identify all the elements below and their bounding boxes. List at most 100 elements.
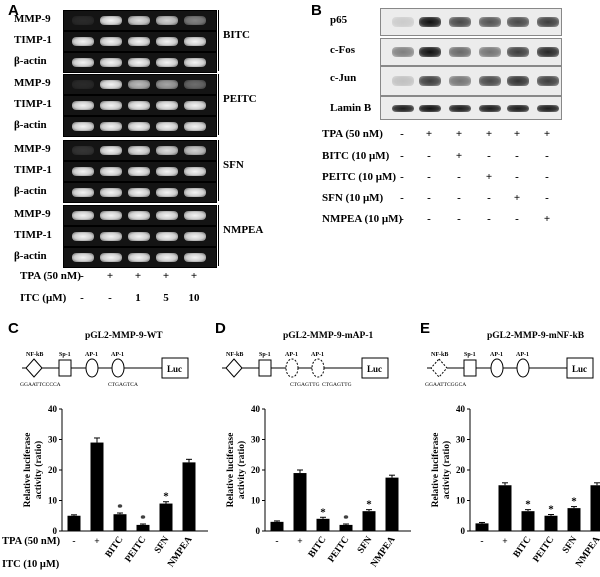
ap1-label: AP-1	[111, 352, 124, 358]
nfkb-label: NF-kB	[226, 352, 243, 358]
treatment-label: ITC (10 μM)	[2, 559, 60, 570]
western-blot-strip	[380, 96, 562, 120]
gel-band	[128, 188, 150, 197]
x-category-label: PEITC	[327, 535, 352, 565]
western-band	[537, 47, 559, 57]
treatment-sign: -	[400, 171, 404, 183]
panel-e-letter: E	[420, 320, 431, 337]
treatment-sign: -	[457, 192, 461, 204]
western-band	[507, 47, 529, 57]
western-band	[479, 76, 501, 86]
gel-band	[72, 58, 94, 67]
treatment-sign: -	[427, 192, 431, 204]
gel-band	[72, 188, 94, 197]
western-band	[449, 76, 471, 86]
treatment-sign: -	[545, 192, 549, 204]
luc-box	[161, 357, 189, 379]
treatment-label: TPA (50 nM)	[2, 536, 61, 547]
bar	[339, 524, 353, 531]
sp1-label: Sp-1	[59, 352, 71, 358]
sequence-label: GGAATTCGGCA	[425, 382, 466, 388]
y-axis-label: activity (ratio)	[33, 441, 44, 499]
x-category-label: SFN	[561, 535, 580, 556]
gel-band	[72, 146, 94, 155]
gel-band	[100, 37, 122, 46]
x-category-label: BITC	[512, 535, 534, 560]
ap1-ellipse	[516, 358, 530, 378]
y-tick-label: 30	[251, 435, 261, 445]
promoter-diagram-d: NF-kB Sp-1 AP-1 AP-1 Luc CTGAGTTG CTGAGTTG	[222, 352, 389, 388]
x-category-label: SFN	[356, 535, 375, 556]
gel-band	[128, 211, 150, 220]
western-band	[419, 47, 441, 57]
western-band	[392, 104, 414, 112]
bar	[521, 511, 535, 531]
y-tick-label: 40	[251, 404, 261, 414]
sequence-label: CTGAGTCA	[108, 382, 138, 388]
blot-row-label: p65	[330, 14, 348, 26]
treatment-sign: -	[427, 171, 431, 183]
nfkb-diamond	[25, 358, 43, 378]
gel-band	[184, 188, 206, 197]
significance-star: *	[548, 504, 554, 516]
treatment-label: BITC (10 μM)	[322, 150, 390, 162]
gel-band	[72, 211, 94, 220]
gel-band	[128, 101, 150, 110]
promoter-diagram-e: NF-kB Sp-1 AP-1 AP-1 Luc GGAATTCGGCA	[425, 352, 594, 388]
group-label: NMPEA	[223, 224, 264, 236]
gel-band	[156, 122, 178, 131]
ap1-ellipse	[490, 358, 504, 378]
treatment-sign: 1	[135, 292, 141, 304]
nfkb-label: NF-kB	[431, 352, 448, 358]
panel-c-letter: C	[8, 320, 19, 337]
panel-d-letter: D	[215, 320, 226, 337]
nfkb-diamond	[430, 358, 448, 378]
gel-band	[156, 58, 178, 67]
western-blot-strip	[380, 66, 562, 96]
treatment-label: ITC (μM)	[20, 292, 67, 304]
treatment-sign: -	[457, 213, 461, 225]
treatment-sign: -	[108, 292, 112, 304]
group-bracket	[218, 140, 219, 201]
sequence-label: GGAATTCCCCA	[20, 382, 61, 388]
gel-band	[156, 37, 178, 46]
gel-band	[128, 167, 150, 176]
treatment-sign: -	[427, 150, 431, 162]
y-tick-label: 20	[48, 465, 58, 475]
gel-band	[156, 167, 178, 176]
y-axis-label: activity (ratio)	[236, 441, 247, 499]
y-tick-label: 0	[53, 526, 58, 536]
gel-row-label: MMP-9	[14, 208, 51, 220]
x-category-label: PEITC	[532, 535, 557, 565]
western-band	[449, 47, 471, 57]
y-axis-label: Relative luciferase	[226, 433, 236, 508]
gel-band	[100, 188, 122, 197]
panel-b-letter: B	[311, 2, 322, 19]
treatment-sign: 10	[188, 292, 200, 304]
construct-title-d: pGL2-MMP-9-mAP-1	[283, 331, 374, 341]
gel-band	[156, 232, 178, 241]
ap1-label: AP-1	[516, 352, 529, 358]
group-bracket	[218, 74, 219, 135]
gel-band	[128, 122, 150, 131]
ap1-label: AP-1	[85, 352, 98, 358]
gel-band	[100, 146, 122, 155]
gel-band	[184, 16, 206, 25]
treatment-sign: +	[513, 192, 521, 204]
y-axis-label: Relative luciferase	[431, 433, 441, 508]
gel-band	[72, 253, 94, 262]
gel-band	[184, 167, 206, 176]
bar	[67, 515, 81, 531]
sp1-box	[58, 359, 72, 377]
construct-title-c: pGL2-MMP-9-WT	[85, 331, 163, 341]
treatment-sign: -	[400, 192, 404, 204]
treatment-sign: -	[515, 213, 519, 225]
gel-lane-strip	[63, 74, 217, 95]
gel-band	[100, 122, 122, 131]
x-category-label: +	[297, 537, 302, 547]
gel-lane-strip	[63, 226, 217, 247]
x-category-label: +	[502, 537, 507, 547]
sp1-box	[258, 359, 272, 377]
treatment-sign: +	[425, 128, 433, 140]
gel-lane-strip	[63, 182, 217, 203]
